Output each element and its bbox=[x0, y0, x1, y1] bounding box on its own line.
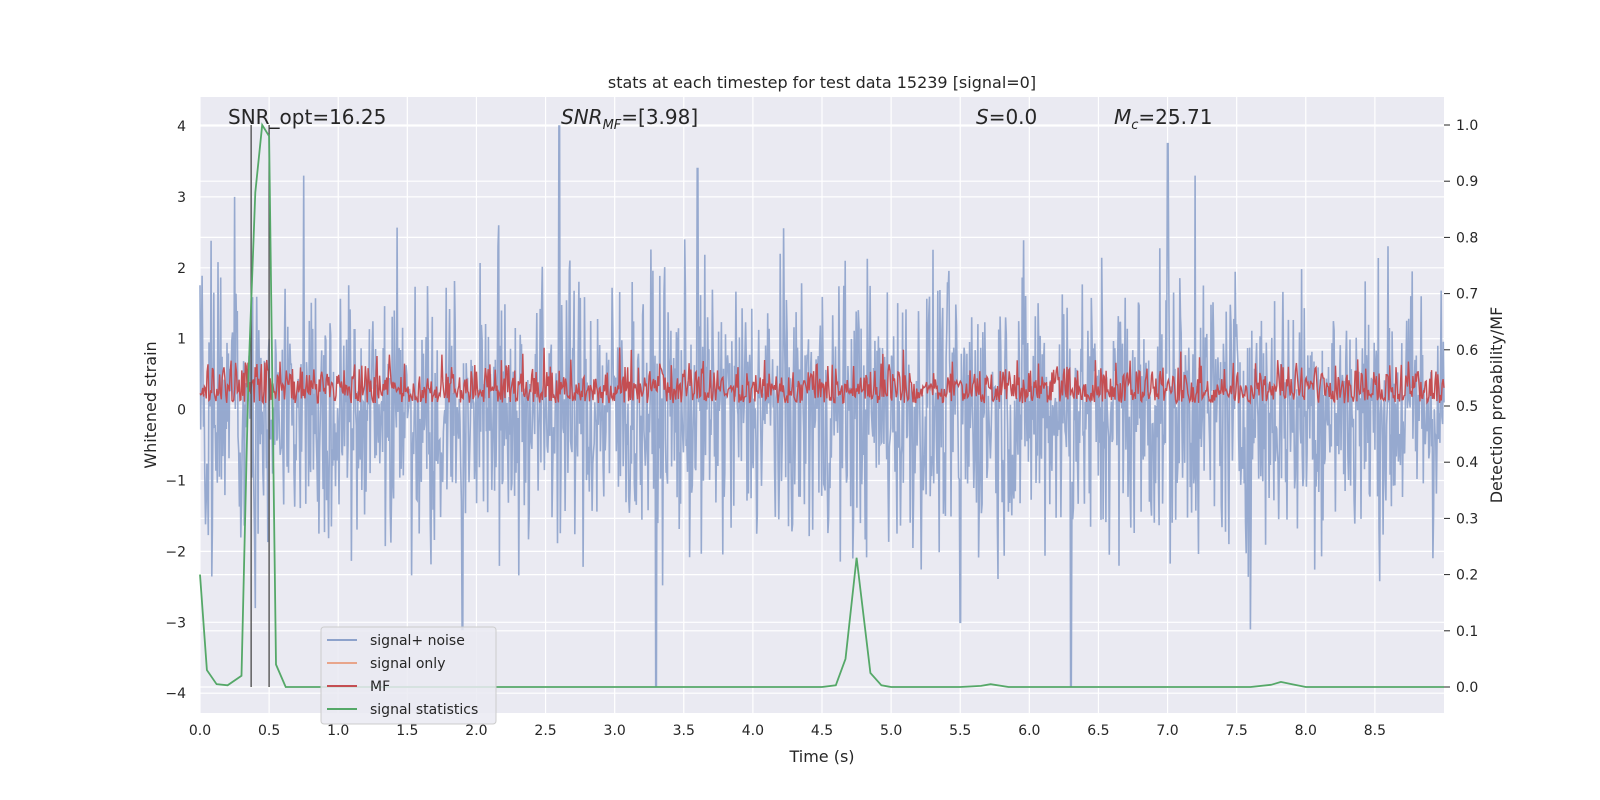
annotation-snr-mf-main: SNR bbox=[561, 105, 603, 129]
x-tick-label: 6.0 bbox=[1018, 723, 1040, 739]
left-y-tick-label: −4 bbox=[165, 686, 186, 702]
left-y-tick-label: −2 bbox=[165, 544, 186, 560]
x-tick-label: 5.5 bbox=[949, 723, 971, 739]
x-tick-label: 6.5 bbox=[1087, 723, 1109, 739]
annotation-snr-mf-value: =[3.98] bbox=[621, 105, 698, 129]
left-y-tick-label: 2 bbox=[177, 261, 186, 277]
annotation-s-main: S bbox=[976, 105, 989, 129]
left-y-tick-label: −3 bbox=[165, 615, 186, 631]
left-y-axis-label: Whitened strain bbox=[141, 341, 160, 468]
legend-label-signal-noise: signal+ noise bbox=[370, 633, 465, 649]
x-tick-label: 5.0 bbox=[880, 723, 902, 739]
right-y-tick-label: 0.0 bbox=[1456, 680, 1478, 696]
mf-line bbox=[199, 347, 1445, 405]
annotation-snr-mf: SNRMF=[3.98] bbox=[561, 105, 698, 133]
left-y-tick-label: 0 bbox=[177, 403, 186, 419]
x-tick-label: 0.0 bbox=[189, 723, 211, 739]
series-mf bbox=[199, 347, 1445, 405]
x-tick-label: 3.5 bbox=[673, 723, 695, 739]
series-signal-statistics bbox=[199, 122, 1444, 688]
annotation-mc-value: =25.71 bbox=[1138, 105, 1212, 129]
annotation-mc-sub: c bbox=[1131, 118, 1138, 133]
left-y-tick-label: 3 bbox=[177, 190, 186, 206]
annotation-mc: Mc=25.71 bbox=[1114, 105, 1212, 133]
annotation-s-value: =0.0 bbox=[989, 105, 1038, 129]
legend: signal+ noise signal only MF signal stat… bbox=[320, 626, 497, 725]
legend-label-signal-only: signal only bbox=[370, 656, 445, 672]
x-tick-label: 8.5 bbox=[1364, 723, 1386, 739]
x-tick-label: 2.0 bbox=[465, 723, 487, 739]
vertical-markers bbox=[250, 125, 270, 687]
x-tick-label: 4.5 bbox=[811, 723, 833, 739]
x-tick-label: 1.5 bbox=[396, 723, 418, 739]
annotation-s: S=0.0 bbox=[976, 105, 1037, 129]
chart-title: stats at each timestep for test data 152… bbox=[608, 73, 1036, 92]
series-signal-noise bbox=[199, 125, 1445, 687]
left-y-tick-label: 4 bbox=[177, 119, 186, 135]
x-tick-label: 3.0 bbox=[604, 723, 626, 739]
left-y-tick-label: 1 bbox=[177, 332, 186, 348]
legend-box bbox=[320, 626, 497, 725]
right-y-tick-label: 0.9 bbox=[1456, 174, 1478, 190]
x-axis-label: Time (s) bbox=[788, 747, 854, 766]
x-tick-label: 2.5 bbox=[534, 723, 556, 739]
legend-label-mf: MF bbox=[370, 679, 390, 695]
right-y-axis-ticks: 0.0 0.1 0.2 0.3 0.4 0.5 0.6 0.7 0.8 0.9 1.0 bbox=[1444, 118, 1478, 696]
x-tick-label: 0.5 bbox=[258, 723, 280, 739]
legend-label-signal-statistics: signal statistics bbox=[370, 702, 478, 718]
right-y-tick-label: 0.7 bbox=[1456, 287, 1478, 303]
x-tick-label: 7.0 bbox=[1156, 723, 1178, 739]
x-tick-label: 7.5 bbox=[1226, 723, 1248, 739]
annotation-snr-opt: SNR_opt=16.25 bbox=[228, 105, 386, 129]
signal-noise-line bbox=[199, 125, 1445, 687]
x-axis-ticks: 0.0 0.5 1.0 1.5 2.0 2.5 3.0 3.5 4.0 4.5 5.0 5.5 6.0 6… bbox=[189, 723, 1386, 739]
right-y-tick-label: 0.2 bbox=[1456, 568, 1478, 584]
right-y-tick-label: 0.3 bbox=[1456, 511, 1478, 527]
right-y-tick-label: 1.0 bbox=[1456, 118, 1478, 134]
annotation-snr-mf-sub: MF bbox=[603, 118, 622, 133]
right-y-tick-label: 0.6 bbox=[1456, 343, 1478, 359]
left-y-axis-ticks: −4 −3 −2 −1 0 1 2 3 4 bbox=[165, 119, 186, 702]
right-y-tick-label: 0.8 bbox=[1456, 230, 1478, 246]
right-y-tick-label: 0.4 bbox=[1456, 455, 1478, 471]
signal-statistics-line bbox=[199, 122, 1444, 688]
right-y-axis-label: Detection probability/MF bbox=[1487, 307, 1506, 504]
x-tick-label: 8.0 bbox=[1295, 723, 1317, 739]
x-tick-label: 1.0 bbox=[327, 723, 349, 739]
right-y-tick-label: 0.5 bbox=[1456, 399, 1478, 415]
right-y-tick-label: 0.1 bbox=[1456, 624, 1478, 640]
left-y-tick-label: −1 bbox=[165, 474, 186, 490]
annotation-mc-main: M bbox=[1114, 105, 1131, 129]
x-tick-label: 4.0 bbox=[742, 723, 764, 739]
